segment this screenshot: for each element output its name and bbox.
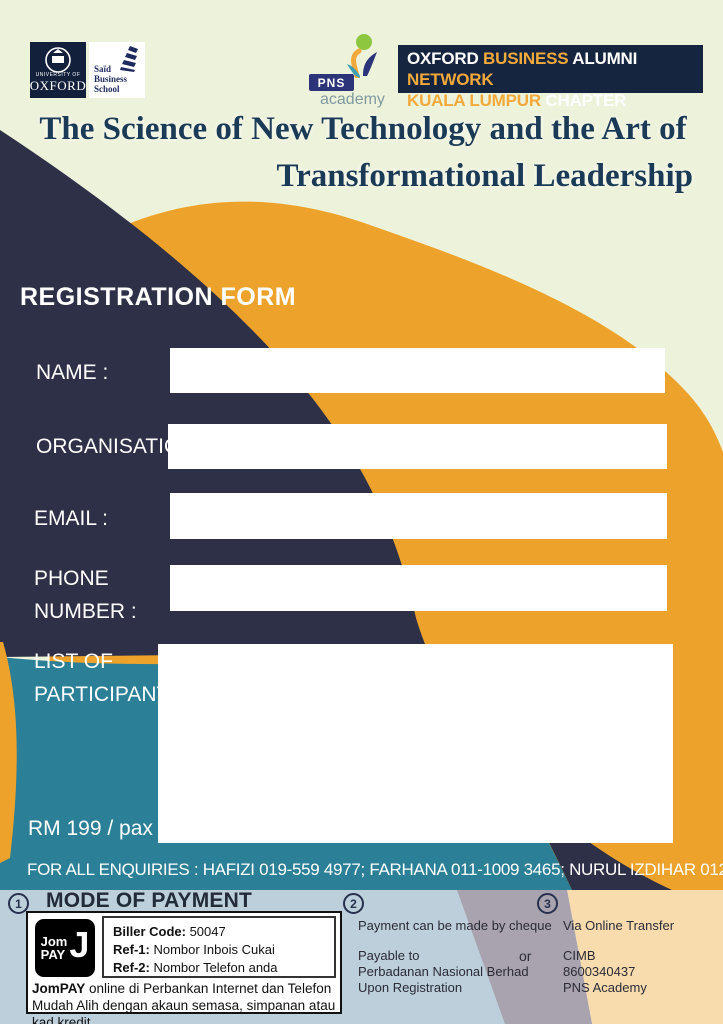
ref2-line: Ref-2: Nombor Telefon anda — [113, 960, 278, 975]
registration-form-heading: REGISTRATION FORM — [20, 283, 297, 311]
said-business-school-logo: Saïd Business School — [89, 42, 145, 98]
enquiries-line: FOR ALL ENQUIRIES : HAFIZI 019-559 4977;… — [27, 860, 723, 879]
pns-badge: PNS — [309, 74, 354, 91]
email-label: EMAIL : — [34, 507, 108, 530]
jompay-logo: Jom PAY J — [35, 919, 95, 977]
name-label: NAME : — [36, 361, 109, 384]
email-input[interactable] — [170, 493, 667, 539]
online-transfer-info: Via Online Transfer CIMB 8600340437 PNS … — [563, 918, 713, 996]
cheque-line2: Payable to — [358, 948, 420, 963]
online-line2: CIMB — [563, 948, 596, 963]
jompay-caption: JomPAY online di Perbankan Internet dan … — [32, 981, 336, 1024]
online-line4: PNS Academy — [563, 980, 647, 995]
payment-step1-badge: 1 — [8, 893, 29, 914]
cheque-line3: Perbadanan Nasional Berhad — [358, 964, 529, 979]
cheque-payment-info: Payment can be made by cheque Payable to… — [358, 918, 558, 996]
pns-academy-label: academy — [320, 91, 385, 108]
pns-academy-logo: PNS academy — [305, 34, 405, 108]
event-title-line2: Transformational Leadership — [276, 158, 693, 194]
biller-code-line: Biller Code: 50047 — [113, 924, 226, 939]
event-title: The Science of New Technology and the Ar… — [33, 106, 693, 200]
pns-figure-icon — [347, 34, 377, 78]
ref1-line: Ref-1: Nombor Inbois Cukai — [113, 942, 275, 957]
oxford-logo: UNIVERSITY OF OXFORD — [30, 42, 86, 98]
oxford-logo-university-of: UNIVERSITY OF — [35, 72, 81, 78]
phone-label: PHONE NUMBER : — [34, 567, 137, 623]
organisation-label: ORGANISATION: — [36, 435, 202, 458]
gray-band-shape — [457, 890, 592, 1024]
oxford-crest-icon — [45, 47, 71, 73]
event-title-line1: The Science of New Technology and the Ar… — [39, 111, 687, 147]
payment-step2-badge: 2 — [343, 893, 364, 914]
said-logo-text: Saïd Business School — [94, 64, 128, 94]
cheque-line1: Payment can be made by cheque — [358, 918, 552, 933]
or-label: or — [519, 948, 532, 964]
name-input[interactable] — [170, 348, 665, 393]
payment-step3-badge: 3 — [537, 893, 558, 914]
organisation-input[interactable] — [168, 424, 667, 469]
said-stairs-icon — [120, 46, 138, 72]
cheque-line4: Upon Registration — [358, 980, 463, 995]
oxford-logo-name: OXFORD — [29, 78, 87, 93]
banner-line1: OXFORD BUSINESS ALUMNI NETWORK — [407, 49, 638, 89]
price-label: RM 199 / pax — [28, 817, 153, 840]
online-line3: 8600340437 — [563, 964, 636, 979]
jompay-j-icon: J — [69, 924, 90, 965]
mode-of-payment-title: MODE OF PAYMENT — [46, 889, 253, 912]
tan-shape — [567, 890, 723, 1024]
alumni-network-banner: OXFORD BUSINESS ALUMNI NETWORK KUALA LUM… — [398, 45, 703, 110]
orange-ribbon-shape — [0, 642, 17, 863]
participants-input[interactable] — [158, 644, 673, 843]
jompay-reference-box: Biller Code: 50047 Ref-1: Nombor Inbois … — [102, 916, 336, 978]
participants-label: LIST OF PARTICIPANTS: — [34, 650, 190, 706]
jompay-panel: Jom PAY J Biller Code: 50047 Ref-1: Nomb… — [26, 911, 342, 1024]
online-line1: Via Online Transfer — [563, 918, 675, 933]
phone-input[interactable] — [170, 565, 667, 611]
banner-line2: KUALA LUMPUR CHAPTER — [407, 91, 627, 110]
